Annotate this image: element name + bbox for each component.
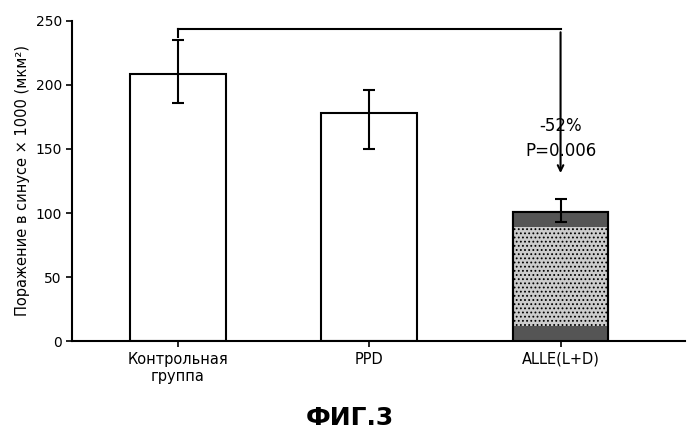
Bar	[512, 212, 608, 342]
Text: -52%: -52%	[539, 117, 582, 135]
Bar	[512, 326, 608, 342]
Y-axis label: Поражение в синусе × 1000 (мкм²): Поражение в синусе × 1000 (мкм²)	[15, 46, 30, 316]
Text: ФИГ.3: ФИГ.3	[306, 406, 394, 430]
Bar	[512, 212, 608, 227]
Bar	[130, 74, 225, 342]
Bar	[321, 113, 417, 342]
Bar	[512, 212, 608, 342]
Text: P=0.006: P=0.006	[525, 142, 596, 161]
